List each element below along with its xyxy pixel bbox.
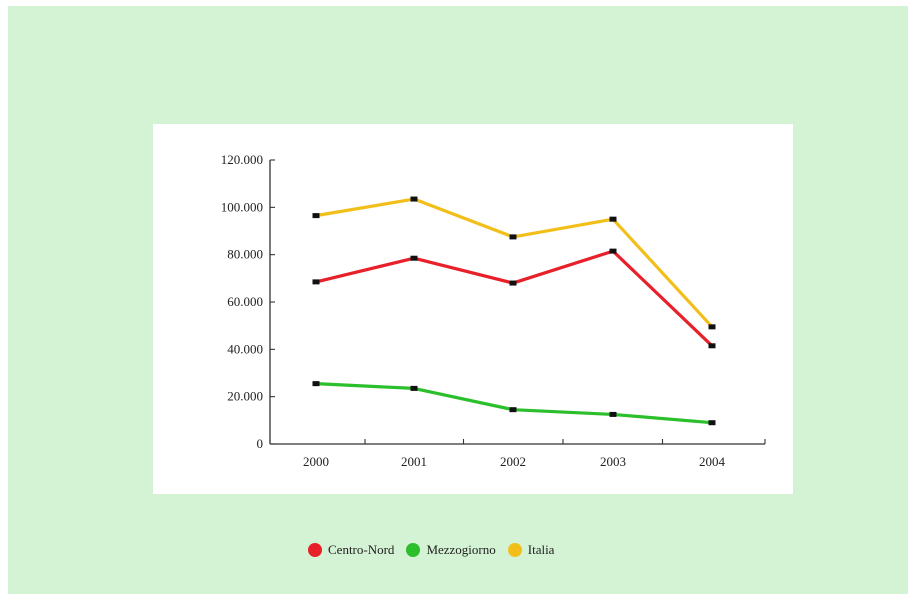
data-point — [509, 280, 517, 286]
data-point — [410, 385, 418, 391]
legend-swatch — [507, 543, 522, 557]
legend-swatch — [406, 543, 421, 557]
series-line — [314, 249, 714, 348]
data-point — [312, 381, 320, 387]
legend-swatch — [308, 543, 322, 557]
x-tick-label: 2000 — [303, 454, 329, 469]
chart-background: 0 20.000 40.000 60.000 80.000 100.000 120.000 2… — [8, 6, 908, 594]
legend-item: Mezzogiorno — [406, 542, 496, 558]
data-point — [609, 411, 617, 417]
data-point — [708, 420, 716, 426]
data-point — [312, 213, 320, 219]
data-point — [708, 343, 716, 349]
series-line — [314, 382, 714, 425]
chart-panel: 0 20.000 40.000 60.000 80.000 100.000 120.000 2… — [153, 124, 793, 494]
data-point — [509, 407, 517, 413]
y-tick-label: 0 — [257, 436, 264, 451]
data-point — [609, 248, 617, 254]
data-point — [410, 196, 418, 202]
data-point — [509, 234, 517, 240]
x-tick-label: 2004 — [699, 454, 726, 469]
y-tick-label: 20.000 — [227, 389, 263, 404]
y-tick-label: 60.000 — [227, 294, 263, 309]
series-line — [314, 197, 714, 329]
y-tick-label: 40.000 — [227, 341, 263, 356]
legend-label: Centro-Nord — [328, 542, 395, 557]
y-tick-label: 120.000 — [221, 152, 263, 167]
legend-label: Mezzogiorno — [426, 542, 496, 557]
x-tick-label: 2002 — [500, 454, 526, 469]
legend-item: Italia — [507, 542, 555, 558]
data-point — [312, 279, 320, 285]
y-tick-label: 80.000 — [227, 247, 263, 262]
data-point — [708, 324, 716, 330]
data-point — [609, 216, 617, 222]
legend-item: Centro-Nord — [308, 542, 394, 558]
x-tick-label: 2003 — [600, 454, 626, 469]
line-chart: 0 20.000 40.000 60.000 80.000 100.000 120.000 2… — [221, 152, 766, 469]
data-point — [410, 255, 418, 261]
y-tick-label: 100.000 — [221, 199, 263, 214]
legend: Centro-Nord Mezzogiorno Italia — [308, 540, 560, 560]
x-tick-label: 2001 — [401, 454, 427, 469]
legend-label: Italia — [527, 542, 555, 557]
